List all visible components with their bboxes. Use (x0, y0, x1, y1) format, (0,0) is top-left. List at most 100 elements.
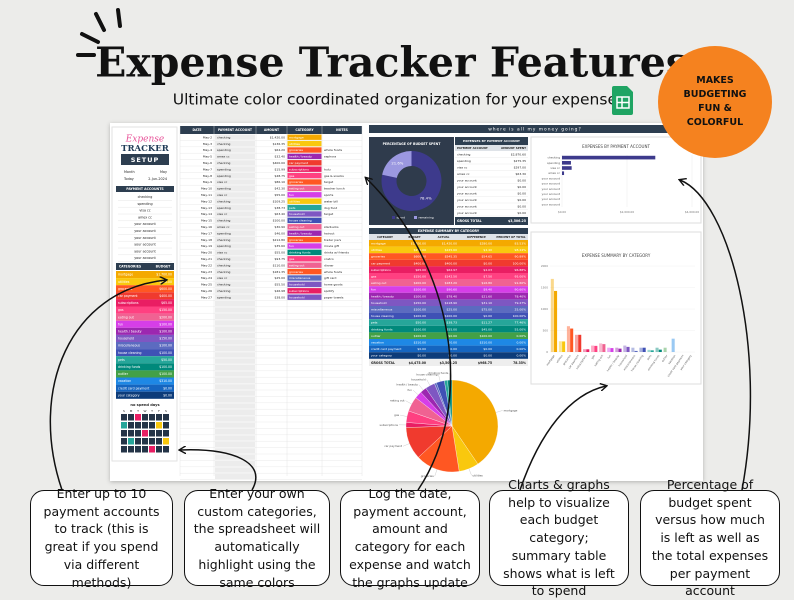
log-category: drinking funds (289, 251, 311, 255)
log-amount: $86.10 (275, 180, 286, 184)
summary-cell: $62.97 (447, 268, 458, 272)
log-account: spending (217, 231, 231, 235)
category-budget: $100.00 (159, 322, 172, 326)
log-amount: $25.00 (275, 276, 286, 280)
log-category: fun (289, 193, 294, 197)
account-name: your account (457, 191, 477, 195)
log-category: miscellaneous (289, 276, 311, 280)
calendar-day (128, 422, 134, 429)
log-note: teacher lunch (324, 187, 345, 191)
budget-bar (639, 348, 642, 352)
log-account: spending (217, 148, 231, 152)
log-account: spending (217, 206, 231, 210)
log-account: amex cc (217, 225, 230, 229)
budget-bar (672, 339, 675, 352)
log-note: sports (324, 193, 334, 197)
actual-bar (554, 291, 557, 352)
actual-bar (586, 349, 589, 352)
pie-label: gas (394, 413, 399, 417)
summary-cell: $25.00 (447, 308, 458, 312)
pie-label: mortgage (504, 408, 518, 412)
category-name: subscriptions (371, 268, 391, 272)
log-date: May-18 (201, 238, 212, 242)
summary-cell: 79.27% (515, 301, 527, 305)
calendar-day (142, 446, 148, 453)
budget-cell: $100.00 (414, 334, 426, 338)
summary-cell: $16.80 (482, 281, 493, 285)
log-note: dinner (324, 263, 334, 267)
account-name: checking (457, 152, 471, 156)
calendar-day (163, 414, 169, 421)
callout: Charts & graphs help to visualize each b… (489, 490, 629, 586)
category-budget: $65.00 (161, 301, 172, 305)
log-category: groceries (289, 270, 303, 274)
y-tick-label: checking (547, 156, 560, 160)
category-name: credit card payment (371, 347, 402, 351)
category-name: your category (118, 393, 140, 397)
chart-title: EXPENSE SUMMARY BY CATEGORY (582, 253, 651, 258)
log-account: visa cc (217, 180, 228, 184)
budget-bar (615, 348, 618, 352)
summary-cell: $142.50 (445, 275, 457, 279)
callout: Log the date, payment account, amount an… (340, 490, 480, 586)
account-amount: $0.00 (517, 211, 526, 215)
section-title: no spend days (130, 403, 159, 407)
budget-cell: $50.00 (416, 321, 427, 325)
budget-bar (664, 348, 667, 352)
log-note: trader joe's (324, 238, 342, 242)
calendar-day (149, 446, 155, 453)
account-cell (215, 403, 255, 408)
account-name: visa cc (457, 165, 468, 169)
account-name: visa cc (139, 209, 150, 213)
log-account: checking (217, 135, 231, 139)
y-tick-label: 1500 (541, 286, 548, 290)
calendar-day (142, 438, 148, 445)
log-account: visa cc (217, 212, 228, 216)
log-category: household (289, 295, 305, 299)
calendar-day (142, 422, 148, 429)
log-category: subscriptions (289, 289, 309, 293)
summary-cell: $45.00 (482, 327, 493, 331)
y-tick-label: your account (542, 187, 561, 191)
pie-label: household (411, 377, 426, 381)
category-name: gas (118, 308, 124, 312)
account-cell (215, 378, 255, 383)
field-value: 2-Jun-2024 (148, 177, 167, 181)
summary-cell: 95.00% (515, 275, 527, 279)
weekday: T (150, 409, 153, 413)
log-account: checking (217, 257, 231, 261)
account-amount: $0.00 (517, 185, 526, 189)
column-header: AMOUNT SPENT (501, 146, 526, 150)
column-header: AMOUNT (264, 128, 280, 132)
account-amount: $63.30 (516, 172, 527, 176)
budget-bar (591, 346, 594, 352)
budget-cell: $200.00 (414, 281, 426, 285)
y-tick-label: spending (547, 161, 560, 165)
budget-bar (551, 279, 554, 352)
log-note: gas & snacks (324, 174, 344, 178)
budget-bar (623, 346, 626, 352)
section-title: PAYMENT ACCOUNTS (126, 187, 164, 191)
summary-cell: 0.00% (516, 341, 526, 345)
summary-cell: $0.00 (448, 341, 457, 345)
field-label: Month (124, 170, 135, 174)
account-cell (215, 314, 255, 319)
calendar-day (156, 430, 162, 437)
account-cell (215, 333, 255, 338)
summary-cell: $90.60 (447, 288, 458, 292)
summary-cell: 78.40% (515, 294, 527, 298)
y-tick-label: amex cc (548, 171, 560, 175)
budget-bar (567, 326, 570, 352)
summary-cell: $11.27 (482, 321, 493, 325)
budget-cell: $1,700.00 (411, 242, 426, 246)
account-cell (215, 346, 255, 351)
actual-bar (602, 344, 605, 352)
callout: Enter your own custom categories, the sp… (184, 490, 330, 586)
summary-cell: $21.60 (482, 294, 493, 298)
setup-title: SETUP (131, 156, 160, 164)
log-date: May-10 (201, 187, 212, 191)
log-account: visa cc (217, 193, 228, 197)
account-amount: $297.00 (514, 165, 526, 169)
actual-bar (643, 348, 646, 352)
account-cell (215, 301, 255, 306)
